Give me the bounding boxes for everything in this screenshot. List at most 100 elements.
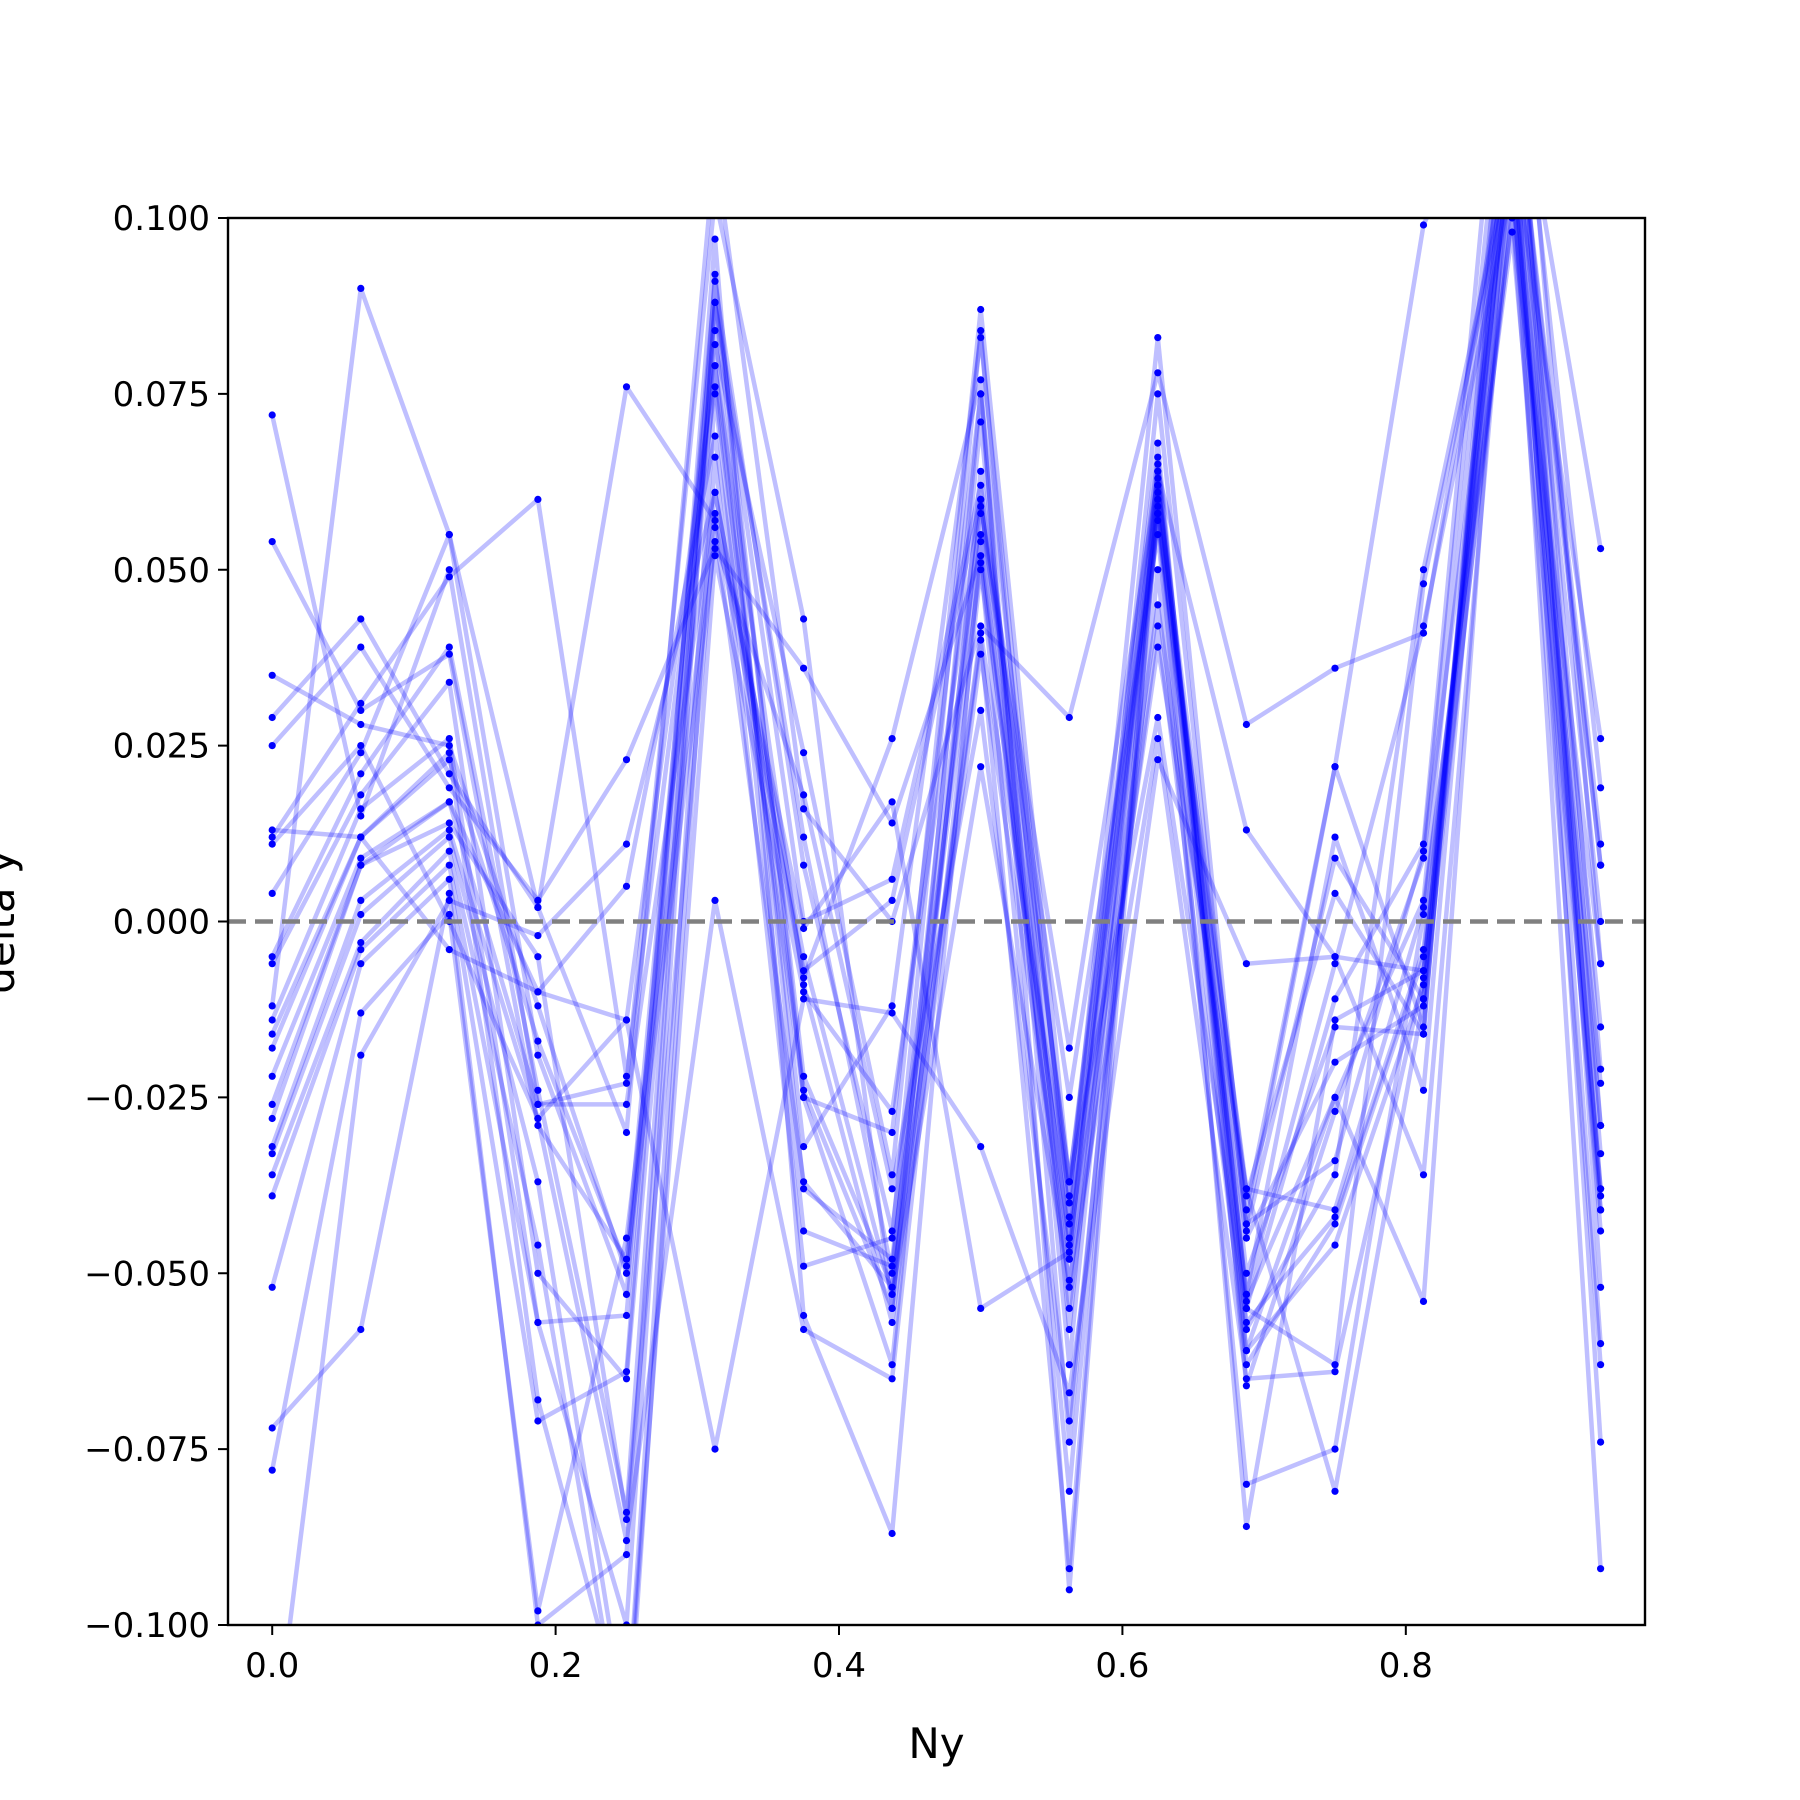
data-point (622, 1537, 631, 1545)
data-point (711, 235, 719, 243)
data-point (1154, 566, 1162, 574)
series-line-9 (270, 218, 1603, 1382)
data-point (445, 910, 453, 919)
data-point (445, 742, 453, 750)
data-point (1419, 1297, 1428, 1305)
data-point (445, 531, 453, 539)
series-line-5 (270, 218, 1603, 1290)
data-point (1242, 1290, 1250, 1298)
data-point (1597, 1150, 1605, 1158)
series-line-6 (270, 218, 1603, 1311)
data-point (1154, 460, 1162, 468)
data-point (977, 327, 985, 335)
x-tick-label: 0.2 (529, 1646, 583, 1686)
data-point (888, 1375, 896, 1383)
data-point (1331, 1445, 1339, 1453)
data-point (1331, 854, 1339, 862)
data-point (711, 341, 719, 349)
data-point (622, 1262, 631, 1270)
data-point (800, 995, 808, 1003)
data-point (268, 1466, 276, 1474)
data-point (1154, 713, 1162, 722)
data-point (534, 1318, 542, 1327)
data-point (445, 833, 453, 841)
data-point (1331, 1206, 1339, 1214)
data-point (1331, 995, 1339, 1003)
data-point (800, 1311, 808, 1320)
data-point (534, 896, 542, 905)
data-point (534, 1051, 542, 1059)
data-point (888, 735, 896, 743)
y-tick-label: −0.100 (84, 1606, 210, 1646)
data-point (800, 664, 808, 672)
data-point (1419, 995, 1428, 1003)
data-point (711, 509, 719, 518)
data-point (1331, 763, 1339, 771)
series-line-20 (270, 218, 1603, 1536)
data-point (1065, 1255, 1073, 1263)
data-point (622, 840, 631, 848)
x-axis: 0.0 0.2 0.4 0.6 0.8 (245, 1625, 1433, 1686)
data-point (977, 566, 985, 574)
data-point (711, 390, 719, 398)
series-line-12 (270, 218, 1603, 1487)
data-point (1597, 1438, 1605, 1446)
data-point (1065, 1199, 1073, 1207)
data-point (445, 889, 453, 898)
data-point (622, 1255, 631, 1263)
data-point (711, 516, 719, 525)
data-point (800, 791, 808, 799)
data-point (1597, 1065, 1605, 1073)
data-point (534, 1241, 542, 1249)
data-point (1597, 735, 1605, 743)
data-point (1597, 1079, 1605, 1087)
series-line-22 (269, 218, 1603, 1614)
data-point (1065, 1417, 1073, 1425)
data-point (888, 1529, 896, 1538)
data-point (268, 538, 276, 546)
data-point (1065, 1093, 1073, 1101)
data-point (534, 1100, 542, 1108)
data-point (711, 538, 719, 546)
x-axis-label: Ny (908, 1719, 964, 1768)
data-point (800, 749, 808, 757)
data-point (268, 1143, 276, 1151)
data-point (1331, 1157, 1339, 1165)
series-line-24 (272, 218, 1603, 1569)
data-point (1419, 580, 1428, 588)
series-line-25 (269, 218, 1603, 1135)
data-point (1065, 1276, 1073, 1284)
data-point (977, 418, 985, 426)
data-point (357, 284, 365, 292)
data-point (622, 1375, 631, 1383)
data-point (711, 488, 719, 496)
data-point (1065, 1178, 1073, 1186)
data-point (357, 742, 365, 750)
data-point (1242, 1347, 1250, 1355)
data-point (534, 953, 542, 961)
x-tick-label: 0.8 (1379, 1646, 1433, 1686)
data-point (800, 988, 808, 996)
data-point (622, 756, 631, 764)
y-axis-label: delta y (0, 849, 24, 994)
data-point (622, 1515, 631, 1524)
data-point (622, 1311, 631, 1320)
data-point (1419, 566, 1428, 574)
data-point (1597, 1283, 1605, 1291)
data-point (800, 1325, 808, 1334)
data-point (1154, 481, 1162, 489)
data-point (357, 615, 365, 623)
data-point (357, 861, 365, 869)
data-point (977, 390, 985, 398)
data-point (1242, 1185, 1250, 1193)
data-point (800, 833, 808, 841)
data-point (977, 636, 985, 644)
y-tick-label: 0.100 (113, 199, 210, 239)
data-point (1242, 1192, 1250, 1200)
data-point (622, 882, 631, 890)
data-point (1419, 1086, 1428, 1094)
data-point (357, 805, 365, 813)
data-point (268, 671, 276, 679)
data-point (1242, 1220, 1250, 1228)
data-point (711, 432, 719, 440)
